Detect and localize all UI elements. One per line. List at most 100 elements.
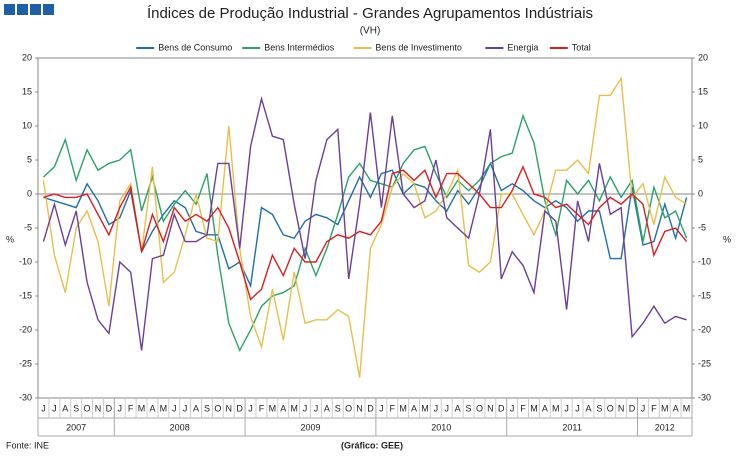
x-tick-label: F: [390, 403, 396, 413]
x-tick-label: J: [52, 403, 57, 413]
series-line: [42, 76, 687, 378]
credit: (Gráfico: GEE): [341, 440, 403, 450]
y-tick-label: 0: [27, 188, 32, 198]
y-tick-label: -20: [19, 324, 32, 334]
x-tick-label: J: [314, 403, 319, 413]
year-label: 2007: [66, 422, 86, 432]
x-tick-label: D: [106, 403, 113, 413]
chart-subtitle: (VH): [360, 26, 381, 37]
y-tick-label: 20: [22, 52, 32, 62]
x-tick-label: S: [596, 403, 602, 413]
logo-square: [30, 4, 41, 15]
y2-tick-label: -5: [698, 222, 706, 232]
x-tick-label: M: [269, 403, 277, 413]
x-tick-label: N: [356, 403, 363, 413]
x-tick-label: S: [335, 403, 341, 413]
y2-tick-label: 15: [698, 86, 708, 96]
x-tick-label: A: [280, 403, 286, 413]
logo-square: [17, 4, 28, 15]
x-tick-label: J: [303, 403, 308, 413]
x-tick-label: M: [290, 403, 298, 413]
x-tick-label: S: [73, 403, 79, 413]
x-tick-label: J: [434, 403, 439, 413]
x-tick-label: F: [128, 403, 134, 413]
x-tick-label: D: [629, 403, 636, 413]
x-tick-label: O: [345, 403, 352, 413]
y-tick-label: -30: [19, 392, 32, 402]
y-tick-label: -5: [24, 222, 32, 232]
y-tick-label: 5: [27, 154, 32, 164]
x-tick-label: A: [455, 403, 461, 413]
x-tick-label: J: [172, 403, 177, 413]
year-label: 2010: [431, 422, 451, 432]
year-label: 2012: [655, 422, 675, 432]
legend-label: Bens Intermédios: [264, 42, 335, 52]
x-tick-label: A: [149, 403, 155, 413]
y-tick-label: -15: [19, 290, 32, 300]
x-tick-label: M: [683, 403, 691, 413]
x-tick-label: J: [183, 403, 188, 413]
x-tick-label: A: [193, 403, 199, 413]
legend-label: Total: [572, 42, 591, 52]
y2-tick-label: -15: [698, 290, 711, 300]
legend-label: Energia: [507, 42, 538, 52]
plot-frame: [37, 57, 693, 399]
legend-label: Bens de Investimento: [375, 42, 462, 52]
x-tick-label: S: [466, 403, 472, 413]
x-tick-label: D: [367, 403, 374, 413]
x-tick-label: J: [575, 403, 580, 413]
y2-tick-label: -20: [698, 324, 711, 334]
y-tick-label: -10: [19, 256, 32, 266]
y2-tick-label: 10: [698, 120, 708, 130]
x-tick-label: N: [226, 403, 233, 413]
y2-tick-label: 20: [698, 52, 708, 62]
y2-tick-label: 5: [698, 154, 703, 164]
x-tick-label: F: [651, 403, 657, 413]
x-tick-label: O: [607, 403, 614, 413]
year-label: 2009: [300, 422, 320, 432]
logo-square: [4, 4, 15, 15]
x-tick-label: J: [41, 403, 46, 413]
series-line: [43, 161, 688, 289]
x-tick-label: A: [411, 403, 417, 413]
x-tick-label: M: [552, 403, 560, 413]
x-tick-label: M: [160, 403, 168, 413]
year-label: 2011: [562, 422, 581, 432]
x-tick-label: J: [564, 403, 569, 413]
source: Fonte: INE: [6, 440, 49, 450]
y2-tick-label: -30: [698, 392, 711, 402]
x-tick-label: N: [487, 403, 494, 413]
x-tick-label: M: [399, 403, 407, 413]
x-tick-label: F: [259, 403, 265, 413]
legend-label: Bens de Consumo: [158, 42, 232, 52]
chart-title: Índices de Produção Industrial - Grandes…: [147, 5, 593, 22]
x-tick-label: D: [236, 403, 243, 413]
year-label: 2008: [170, 422, 190, 432]
y-tick-label: 10: [22, 120, 32, 130]
x-tick-label: N: [618, 403, 625, 413]
x-tick-label: A: [324, 403, 330, 413]
y2-axis-label: %: [723, 234, 731, 244]
x-tick-label: A: [62, 403, 68, 413]
y2-tick-label: 0: [698, 188, 703, 198]
x-tick-label: M: [661, 403, 669, 413]
x-tick-label: J: [445, 403, 450, 413]
x-tick-label: M: [138, 403, 146, 413]
series-line: [43, 165, 688, 301]
x-tick-label: J: [641, 403, 646, 413]
x-tick-label: J: [379, 403, 384, 413]
x-tick-label: J: [118, 403, 123, 413]
x-tick-label: A: [673, 403, 679, 413]
x-tick-label: O: [476, 403, 483, 413]
x-tick-label: A: [585, 403, 591, 413]
y-tick-label: -25: [19, 358, 32, 368]
x-tick-label: S: [204, 403, 210, 413]
x-tick-label: J: [510, 403, 515, 413]
x-tick-label: O: [84, 403, 91, 413]
x-tick-label: F: [520, 403, 526, 413]
series-line: [42, 96, 687, 351]
x-tick-label: O: [214, 403, 221, 413]
x-tick-label: N: [95, 403, 102, 413]
logo-square: [43, 4, 54, 15]
